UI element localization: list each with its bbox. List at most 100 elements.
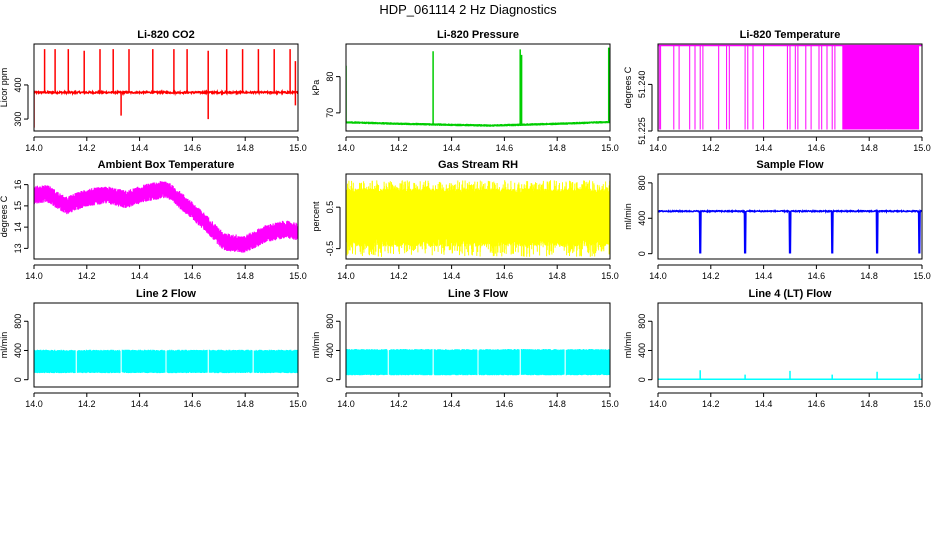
y-tick-label: 0	[325, 377, 335, 382]
panel-title: Line 4 (LT) Flow	[749, 288, 832, 300]
y-tick-label: 400	[13, 77, 23, 92]
temperature-drops	[658, 45, 920, 130]
y-tick-label: 0	[13, 377, 23, 382]
plot-box	[345, 173, 611, 260]
x-tick-label: 14.4	[755, 143, 773, 153]
panel-title: Li-820 Temperature	[740, 29, 841, 41]
panel-title: Sample Flow	[756, 159, 824, 171]
panel-title: Ambient Box Temperature	[98, 159, 235, 171]
x-tick-label: 14.8	[236, 143, 254, 153]
y-tick-label: 800	[325, 314, 335, 329]
data-series	[658, 44, 922, 130]
x-tick-label: 14.4	[443, 399, 461, 409]
x-tick-label: 15.0	[601, 271, 619, 281]
x-tick-label: 14.0	[25, 143, 43, 153]
x-tick-label: 14.0	[25, 271, 43, 281]
y-axis-label: ml/min	[0, 332, 9, 359]
panel-5: Gas Stream RH 14.0 14.2 14.4 14.6 14.8 15.0 -0.…	[311, 159, 619, 281]
data-series	[346, 47, 610, 127]
data-series	[346, 180, 610, 257]
plot-box	[657, 173, 923, 260]
y-tick-label: 300	[13, 112, 23, 127]
panel-3: Li-820 Temperature 14.0 14.2 14.4 14.6 14.8 15…	[623, 29, 931, 153]
plot-box	[33, 302, 299, 388]
temperature-band	[34, 181, 298, 253]
x-tick-label: 15.0	[289, 271, 307, 281]
panel-1: Li-820 CO2 14.0 14.2 14.4 14.6 14.8 15.0 300 400…	[0, 29, 307, 153]
y-tick-label: 0.5	[325, 201, 335, 214]
y-axis-label: percent	[311, 201, 321, 232]
data-series	[658, 370, 922, 381]
x-tick-label: 14.0	[649, 143, 667, 153]
y-tick-label: 70	[325, 108, 335, 118]
plot-box	[33, 43, 299, 132]
y-tick-label: 0	[637, 377, 647, 382]
x-tick-label: 14.0	[337, 143, 355, 153]
plot-box	[657, 43, 923, 132]
panel-title: Line 2 Flow	[136, 288, 196, 300]
y-axis-label: degrees C	[623, 66, 633, 108]
x-tick-label: 14.4	[755, 399, 773, 409]
x-tick-label: 14.4	[443, 143, 461, 153]
y-tick-label: 400	[637, 211, 647, 226]
spikes	[34, 49, 297, 128]
x-tick-label: 15.0	[601, 143, 619, 153]
y-tick-label: 800	[13, 314, 23, 329]
spikes	[346, 47, 610, 125]
y-axis-label: kPa	[311, 80, 321, 96]
x-tick-label: 14.4	[443, 271, 461, 281]
flow-band	[34, 349, 298, 374]
plot-box	[33, 173, 299, 260]
y-tick-label: 13	[13, 243, 23, 253]
x-tick-label: 14.4	[755, 271, 773, 281]
x-tick-label: 14.2	[78, 399, 96, 409]
flow-dips	[699, 211, 921, 253]
panel-8: Line 3 Flow 14.0 14.2 14.4 14.6 14.8 15.0 0 400 8…	[311, 288, 619, 409]
panel-title: Line 3 Flow	[448, 288, 508, 300]
y-axis-label: degrees C	[0, 195, 9, 237]
y-tick-label: 400	[325, 343, 335, 358]
panel-title: Li-820 Pressure	[437, 29, 519, 41]
x-tick-label: 14.4	[131, 143, 149, 153]
x-tick-label: 14.6	[184, 271, 202, 281]
x-tick-label: 14.2	[78, 271, 96, 281]
plot-box	[345, 43, 611, 132]
x-tick-label: 14.2	[702, 399, 720, 409]
baseline-trace	[34, 88, 298, 97]
x-tick-label: 14.0	[337, 399, 355, 409]
x-tick-label: 15.0	[289, 143, 307, 153]
x-tick-label: 14.6	[496, 399, 514, 409]
y-tick-label: 400	[13, 343, 23, 358]
plot-box	[657, 302, 923, 388]
panel-title: Li-820 CO2	[137, 29, 194, 41]
x-tick-label: 14.2	[78, 143, 96, 153]
panel-grid: Li-820 CO2 14.0 14.2 14.4 14.6 14.8 15.0 300 400…	[0, 29, 931, 409]
x-tick-label: 14.4	[131, 271, 149, 281]
rh-band	[346, 180, 610, 257]
panel-4: Ambient Box Temperature 14.0 14.2 14.4 14.6 1…	[0, 159, 307, 281]
y-tick-label: 51.225	[637, 117, 647, 145]
x-tick-label: 15.0	[289, 399, 307, 409]
x-tick-label: 14.0	[25, 399, 43, 409]
flow-band	[346, 349, 610, 376]
y-tick-label: 400	[637, 343, 647, 358]
y-axis-label: ml/min	[623, 332, 633, 359]
x-tick-label: 14.2	[702, 271, 720, 281]
y-axis-label: Licor ppm	[0, 68, 9, 108]
y-tick-label: 80	[325, 72, 335, 82]
y-tick-label: 0	[637, 251, 647, 256]
x-tick-label: 14.6	[808, 399, 826, 409]
y-tick-label: 800	[637, 175, 647, 190]
x-tick-label: 14.6	[496, 271, 514, 281]
y-tick-label: 15	[13, 201, 23, 211]
x-tick-label: 14.8	[236, 271, 254, 281]
y-tick-label: 800	[637, 314, 647, 329]
data-series	[34, 49, 298, 128]
plot-box	[345, 302, 611, 388]
panel-2: Li-820 Pressure 14.0 14.2 14.4 14.6 14.8 15.0 7…	[311, 29, 619, 153]
figure-title: HDP_061114 2 Hz Diagnostics	[379, 2, 557, 17]
y-tick-label: -0.5	[325, 241, 335, 257]
x-tick-label: 14.2	[390, 143, 408, 153]
x-tick-label: 15.0	[601, 399, 619, 409]
